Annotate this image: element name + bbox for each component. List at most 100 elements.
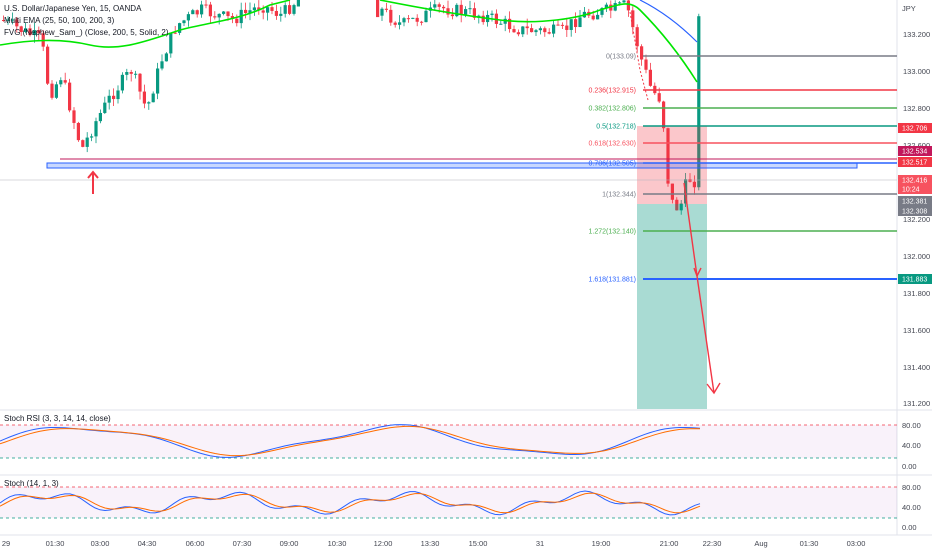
indicator-ema-legend[interactable]: Multi EMA (25, 50, 100, 200, 3) — [4, 16, 115, 25]
candle — [103, 102, 107, 113]
candle — [569, 19, 573, 30]
candle — [640, 46, 644, 60]
price-tag-label: 132.416 — [902, 178, 927, 185]
price-tags: 132.706 132.534 132.517 132.416 10:24 132.381… — [898, 123, 932, 284]
candle — [406, 18, 410, 20]
time-tick-label: 31 — [536, 539, 544, 548]
candle — [230, 16, 234, 19]
candle — [679, 203, 683, 211]
fib-level-label: 0.236(132.915) — [589, 88, 636, 95]
candle — [376, 0, 380, 18]
candle — [499, 23, 503, 25]
candle — [59, 80, 63, 85]
fib-level-label: 0(133.09) — [606, 54, 636, 61]
candle — [578, 17, 582, 28]
candle — [556, 24, 560, 26]
price-tick-label: 132.800 — [903, 104, 930, 113]
candle — [442, 6, 446, 9]
candle — [547, 32, 551, 34]
price-tag-label: 132.381 — [902, 199, 927, 206]
candle — [635, 27, 639, 47]
candle — [459, 4, 463, 15]
stoch-rsi-level-0: 0.00 — [902, 462, 917, 471]
price-tag — [898, 146, 932, 156]
candle — [565, 25, 569, 30]
candle — [424, 10, 428, 23]
candle — [178, 23, 182, 33]
stoch-title[interactable]: Stoch (14, 1, 3) — [4, 479, 59, 488]
candle — [213, 16, 217, 18]
price-tick-label: 132.000 — [903, 252, 930, 261]
candle — [622, 0, 626, 3]
candle — [292, 5, 296, 14]
price-axis: 133.200133.000132.800132.600132.400132.2… — [903, 30, 930, 408]
candle — [182, 20, 186, 24]
candle — [72, 110, 76, 123]
time-tick-label: Aug — [754, 539, 767, 548]
candle — [252, 7, 256, 11]
candle — [697, 16, 701, 188]
price-tag — [898, 196, 932, 206]
time-tick-label: 19:00 — [592, 539, 611, 548]
candle — [129, 72, 133, 74]
candle — [204, 4, 208, 6]
candle — [552, 24, 556, 34]
candle — [648, 69, 652, 86]
candle — [90, 136, 94, 138]
candle — [248, 10, 252, 13]
candle — [138, 73, 142, 92]
candle — [666, 128, 670, 184]
candle — [169, 32, 173, 54]
time-tick-label: 29 — [2, 539, 10, 548]
candle — [156, 68, 160, 94]
price-tag-label: 10:24 — [902, 187, 920, 194]
fib-level-label: 0.5(132.718) — [596, 124, 636, 131]
time-tick-label: 03:00 — [847, 539, 866, 548]
indicator-fvg-legend[interactable]: FVG (Nephew_Sam_) (Close, 200, 5, Solid,… — [4, 28, 169, 37]
candle — [217, 13, 221, 18]
candle — [147, 102, 151, 104]
price-tick-label: 131.800 — [903, 289, 930, 298]
candle — [222, 11, 226, 14]
projected-down-arrow-icon — [683, 182, 721, 395]
candle — [618, 2, 622, 4]
fib-level-label: 1(132.344) — [602, 192, 636, 199]
price-tag — [898, 184, 932, 194]
candle — [481, 15, 485, 23]
candle — [142, 91, 146, 104]
candle — [2, 20, 6, 21]
candle — [384, 8, 388, 10]
time-tick-label: 22:30 — [703, 539, 722, 548]
price-tag — [898, 157, 932, 167]
candle — [446, 8, 450, 15]
fib-level-label: 1.618(131.881) — [589, 277, 636, 284]
candle — [54, 84, 58, 98]
stoch-rsi-title[interactable]: Stoch RSI (3, 3, 14, 14, close) — [4, 414, 111, 423]
candle — [464, 9, 468, 15]
fib-level-label: 0.382(132.806) — [589, 106, 636, 113]
candle — [112, 95, 116, 100]
candle — [15, 19, 19, 27]
candle — [244, 9, 248, 13]
stoch-level-0: 0.00 — [902, 523, 917, 532]
candle — [591, 15, 595, 20]
candle — [420, 21, 424, 23]
time-tick-label: 06:00 — [186, 539, 205, 548]
stoch-d-line — [0, 492, 701, 514]
candle — [19, 26, 23, 33]
candle — [657, 93, 661, 102]
price-tag-label: 132.706 — [902, 126, 927, 133]
candle — [68, 82, 72, 111]
candle — [46, 46, 50, 84]
candle — [116, 90, 120, 100]
price-tag — [898, 274, 932, 284]
candle — [662, 101, 666, 129]
candle — [283, 5, 287, 14]
candle — [508, 18, 512, 30]
candle — [107, 95, 111, 103]
candle — [490, 13, 494, 15]
candle — [81, 140, 85, 147]
candle — [63, 80, 67, 83]
price-tick-label: 132.200 — [903, 215, 930, 224]
